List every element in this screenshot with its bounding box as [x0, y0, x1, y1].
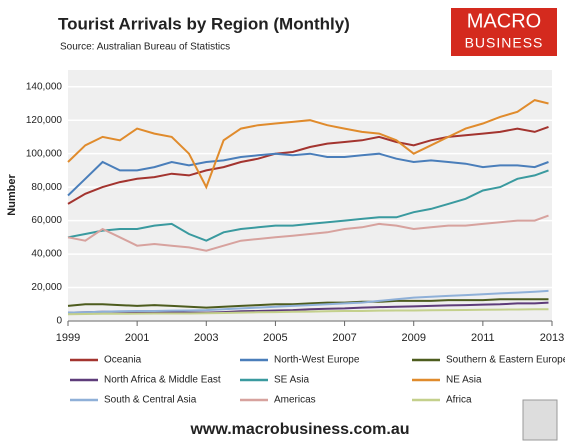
x-tick-label: 1999	[56, 332, 80, 344]
wolf-logo	[522, 399, 558, 441]
plot-area	[68, 70, 552, 321]
x-tick-label: 2013	[540, 332, 564, 344]
chart-title: Tourist Arrivals by Region (Monthly)	[58, 14, 350, 33]
x-tick-label: 2003	[194, 332, 218, 344]
y-tick-label: 0	[56, 316, 62, 327]
logo-box	[451, 8, 557, 56]
y-tick-label: 120,000	[26, 115, 63, 126]
y-axis-label: Number	[6, 174, 18, 216]
x-tick-label: 2005	[263, 332, 287, 344]
legend-label: South & Central Asia	[104, 395, 197, 406]
legend-label: Oceania	[104, 355, 142, 366]
y-tick-label: 40,000	[31, 249, 62, 260]
series-line	[67, 214, 549, 252]
y-tick-label: 140,000	[26, 81, 63, 92]
x-tick-label: 2001	[125, 332, 149, 344]
series-line	[67, 289, 549, 314]
y-tick-label: 80,000	[31, 182, 62, 193]
y-tick-label: 60,000	[31, 215, 62, 226]
series-line	[67, 298, 549, 309]
legend-label: NE Asia	[446, 375, 482, 386]
legend-label: North-West Europe	[274, 355, 360, 366]
logo-text: MACRO	[467, 10, 541, 32]
x-tick-label: 2011	[471, 332, 495, 344]
y-tick-label: 20,000	[31, 282, 62, 293]
series-line	[67, 308, 549, 316]
logo-text: BUSINESS	[465, 35, 544, 51]
series-line	[67, 152, 549, 197]
series-line	[67, 125, 549, 205]
x-tick-label: 2007	[332, 332, 356, 344]
y-tick-label: 100,000	[26, 148, 63, 159]
footer: www.macrobusiness.com.au	[189, 421, 409, 438]
chart-subtitle: Source: Australian Bureau of Statistics	[60, 42, 230, 53]
legend-label: Southern & Eastern Europe	[446, 355, 565, 366]
legend-label: North Africa & Middle East	[104, 375, 221, 386]
series-line	[67, 99, 549, 190]
legend-label: Americas	[274, 395, 316, 406]
series-line	[67, 169, 549, 242]
x-tick-label: 2009	[401, 332, 425, 344]
legend-label: SE Asia	[274, 375, 309, 386]
legend-label: Africa	[446, 395, 472, 406]
series-line	[67, 301, 549, 314]
